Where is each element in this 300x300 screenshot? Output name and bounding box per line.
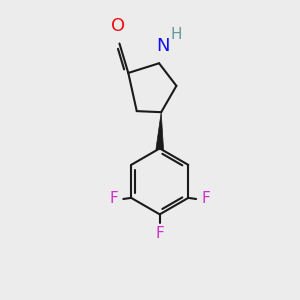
Polygon shape xyxy=(156,112,164,150)
Text: O: O xyxy=(111,17,125,35)
Text: F: F xyxy=(109,191,118,206)
Text: N: N xyxy=(156,37,169,55)
Text: H: H xyxy=(170,27,182,42)
Text: F: F xyxy=(155,226,164,241)
Text: F: F xyxy=(201,191,210,206)
